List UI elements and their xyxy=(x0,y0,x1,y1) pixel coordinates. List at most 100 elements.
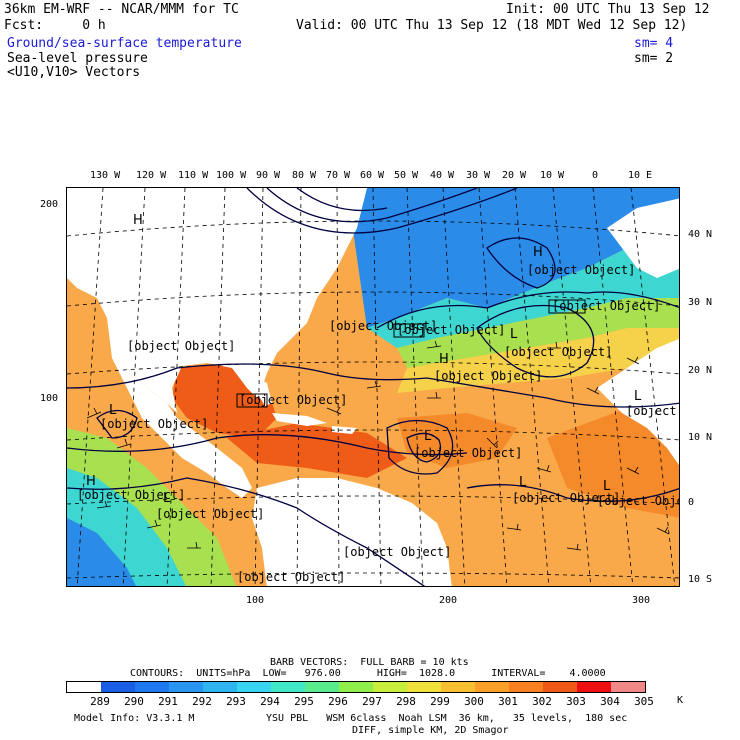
lon-label: 130 W xyxy=(90,170,121,181)
pressure-label-boxed: [object Object] xyxy=(397,323,505,337)
lat-label: 20 N xyxy=(688,365,713,376)
grid-index-label: 100 xyxy=(40,393,59,404)
colorbar-swatch xyxy=(373,682,407,692)
high-center: H xyxy=(133,213,143,228)
lat-label: 40 N xyxy=(688,229,713,240)
colorbar-swatch xyxy=(67,682,101,692)
lat-label: 10 N xyxy=(688,432,713,443)
colorbar-swatch xyxy=(135,682,169,692)
land-europe xyxy=(607,198,679,278)
colorbar-tick-label: 297 xyxy=(362,695,382,708)
lat-label: 30 N xyxy=(688,297,713,308)
colorbar-tick-label: 298 xyxy=(396,695,416,708)
lat-label: 10 S xyxy=(688,574,713,585)
pressure-label: [object Object] xyxy=(237,570,345,584)
colorbar-tick-label: 290 xyxy=(124,695,144,708)
pressure-label-boxed: [object Object] xyxy=(239,393,347,407)
land-florida xyxy=(257,378,272,406)
colorbar-swatch xyxy=(271,682,305,692)
lon-label: 20 W xyxy=(502,170,527,181)
lon-label: 40 W xyxy=(430,170,455,181)
pressure-label: [object Object] xyxy=(414,446,522,460)
low-center: L xyxy=(603,479,611,494)
low-center: L xyxy=(634,389,642,404)
pressure-label: [object Object] xyxy=(434,369,542,383)
colorbar-swatch xyxy=(475,682,509,692)
high-center: H xyxy=(439,352,449,367)
lat-label: 0 xyxy=(688,497,695,508)
high-center: H xyxy=(86,474,96,489)
field-surface-temperature: Ground/sea-surface temperature xyxy=(7,36,242,51)
sea-caribbean-hot xyxy=(227,423,407,478)
colorbar-tick-label: 296 xyxy=(328,695,348,708)
colorbar-swatch xyxy=(237,682,271,692)
sea-north-cyan xyxy=(367,248,679,348)
colorbar-tick-label: 299 xyxy=(430,695,450,708)
colorbar-tick-label: 302 xyxy=(532,695,552,708)
colorbar-tick-label: 294 xyxy=(260,695,280,708)
colorbar-tick-label: 301 xyxy=(498,695,518,708)
land-africa xyxy=(597,338,679,466)
pressure-label: [object Object] xyxy=(527,263,635,277)
colorbar-swatch xyxy=(305,682,339,692)
weather-map: [object Object] [object Object] [object … xyxy=(66,187,680,587)
field-wind-vectors: <U10,V10> Vectors xyxy=(7,65,141,80)
isobars xyxy=(67,188,679,586)
lon-label: 120 W xyxy=(136,170,167,181)
colorbar-tick-label: 300 xyxy=(464,695,484,708)
colorbar-unit: K xyxy=(677,695,684,706)
lon-label: 110 W xyxy=(178,170,209,181)
pressure-label: [object Object] xyxy=(329,319,437,333)
colorbar-swatch xyxy=(169,682,203,692)
lon-label: 30 W xyxy=(466,170,491,181)
low-center: L xyxy=(519,475,527,490)
colorbar-tick-label: 291 xyxy=(158,695,178,708)
colorbar-tick-label: 292 xyxy=(192,695,212,708)
boxed-label-frames xyxy=(236,299,586,408)
pressure-label-boxed: [object Object] xyxy=(552,299,660,313)
colorbar-swatch xyxy=(543,682,577,692)
lon-label: 10 E xyxy=(628,170,653,181)
low-center: L xyxy=(163,491,171,506)
wind-barbs xyxy=(86,340,670,551)
colorbar-swatch xyxy=(203,682,237,692)
contour-legend: CONTOURS: UNITS=hPa LOW= 976.00 HIGH= 10… xyxy=(130,668,606,679)
pressure-label: [object Object] xyxy=(127,339,235,353)
colorbar-tick-label: 293 xyxy=(226,695,246,708)
lon-label: 10 W xyxy=(540,170,565,181)
valid-time: Valid: 00 UTC Thu 13 Sep 12 (18 MDT Wed … xyxy=(296,18,688,33)
field-sea-level-pressure: Sea-level pressure xyxy=(7,51,148,66)
sea-north-green xyxy=(397,298,679,368)
lon-label: 50 W xyxy=(394,170,419,181)
colorbar-tick-label: 304 xyxy=(600,695,620,708)
model-title: 36km EM-WRF -- NCAR/MMM for TC xyxy=(4,2,239,17)
land-south-america xyxy=(252,478,452,586)
colorbar-swatch xyxy=(441,682,475,692)
low-center: L xyxy=(510,327,518,342)
sea-pacific-blue xyxy=(67,518,136,586)
temperature-colorbar xyxy=(66,681,646,693)
grid-index-label: 200 xyxy=(40,199,59,210)
sea-north-blue xyxy=(347,188,679,328)
graticule xyxy=(67,188,679,586)
pressure-label: [object Object] xyxy=(100,417,208,431)
sea-north-yellow xyxy=(397,328,679,393)
low-center: L xyxy=(424,429,432,444)
init-time: Init: 00 UTC Thu 13 Sep 12 xyxy=(506,2,710,17)
pressure-label: [object Object] xyxy=(626,404,680,418)
physics-info: YSU PBL WSM 6class Noah LSM 36 km, 35 le… xyxy=(266,713,628,724)
lon-label: 60 W xyxy=(360,170,385,181)
lon-label: 90 W xyxy=(256,170,281,181)
colorbar-tick-label: 305 xyxy=(634,695,654,708)
grid-index-label: 200 xyxy=(439,595,458,606)
colorbar-tick-label: 289 xyxy=(90,695,110,708)
colorbar-swatch xyxy=(611,682,645,692)
lon-label: 70 W xyxy=(326,170,351,181)
pressure-label: [object Object] xyxy=(156,507,264,521)
lon-label: 100 W xyxy=(216,170,247,181)
map-canvas: [object Object] [object Object] [object … xyxy=(67,188,680,586)
lon-label: 80 W xyxy=(292,170,317,181)
forecast-hour: Fcst: 0 h xyxy=(4,18,106,33)
colorbar-swatch xyxy=(339,682,373,692)
sea-east-atlantic-warm xyxy=(547,398,679,518)
